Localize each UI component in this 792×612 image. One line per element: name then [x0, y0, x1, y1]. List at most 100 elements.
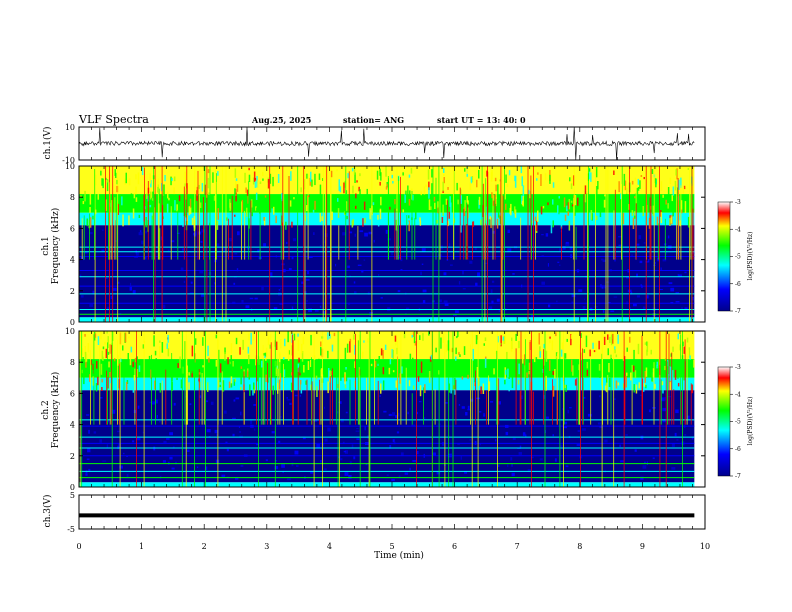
texture-speck	[432, 381, 435, 384]
texture-speck	[656, 216, 659, 226]
texture-speck	[493, 368, 495, 375]
texture-speck	[91, 369, 94, 377]
noise-blotch	[491, 300, 494, 304]
texture-speck	[150, 369, 152, 379]
texture-speck	[132, 380, 135, 393]
texture-speck	[448, 211, 450, 219]
band-bottom-cyan	[79, 482, 695, 487]
texture-speck	[289, 200, 292, 207]
texture-speck	[409, 190, 411, 198]
texture-speck	[596, 215, 598, 220]
texture-speck	[189, 198, 192, 208]
texture-speck	[423, 186, 426, 195]
noise-blotch	[490, 401, 494, 403]
texture-speck	[604, 385, 607, 391]
noise-blotch	[636, 243, 640, 246]
noise-blotch	[163, 304, 166, 309]
noise-blotch	[343, 450, 346, 453]
texture-speck	[533, 355, 536, 363]
noise-blotch	[225, 441, 228, 443]
texture-speck	[161, 342, 164, 353]
texture-speck	[607, 334, 609, 340]
noise-blotch	[602, 310, 605, 313]
texture-speck	[253, 171, 256, 182]
texture-speck	[488, 381, 491, 391]
texture-speck	[549, 174, 551, 184]
texture-speck	[392, 349, 394, 360]
texture-speck	[510, 340, 513, 352]
texture-speck	[445, 344, 448, 353]
texture-speck	[596, 186, 598, 195]
texture-speck	[558, 196, 560, 199]
noise-blotch	[662, 407, 666, 412]
noise-blotch	[560, 444, 563, 448]
start-time-label: start UT = 13: 40: 0	[437, 115, 526, 125]
texture-speck	[535, 357, 538, 369]
texture-speck	[331, 211, 333, 220]
noise-blotch	[159, 421, 161, 423]
texture-speck	[460, 195, 462, 204]
texture-speck	[674, 180, 677, 191]
texture-speck	[216, 220, 219, 230]
noise-blotch	[474, 247, 477, 251]
noise-blotch	[339, 458, 343, 461]
noise-blotch	[81, 295, 84, 298]
texture-speck	[356, 180, 358, 183]
noise-blotch	[250, 420, 253, 425]
texture-speck	[472, 221, 475, 227]
texture-speck	[132, 208, 135, 219]
texture-speck	[359, 173, 361, 177]
texture-speck	[669, 382, 671, 390]
texture-speck	[253, 382, 255, 390]
texture-speck	[491, 192, 493, 199]
texture-speck	[458, 352, 460, 355]
texture-speck	[584, 185, 587, 195]
texture-speck	[186, 215, 188, 225]
texture-speck	[490, 217, 492, 229]
texture-speck	[395, 219, 398, 231]
noise-blotch	[373, 239, 375, 243]
noise-blotch	[404, 472, 409, 475]
texture-speck	[633, 211, 636, 219]
noise-blotch	[687, 415, 690, 419]
noise-blotch	[88, 429, 90, 434]
texture-speck	[235, 178, 238, 181]
noise-blotch	[169, 432, 173, 436]
texture-speck	[613, 170, 615, 175]
texture-speck	[303, 365, 305, 373]
noise-blotch	[196, 466, 199, 468]
texture-speck	[476, 179, 478, 188]
texture-speck	[408, 174, 411, 178]
texture-speck	[109, 372, 111, 377]
noise-blotch	[279, 303, 283, 305]
noise-blotch	[357, 264, 362, 266]
noise-blotch	[639, 394, 642, 396]
noise-blotch	[548, 304, 551, 308]
texture-speck	[419, 385, 422, 397]
texture-speck	[176, 377, 178, 380]
noise-blotch	[349, 461, 352, 465]
texture-speck	[246, 207, 248, 217]
noise-blotch	[291, 462, 294, 467]
texture-speck	[226, 217, 228, 221]
texture-speck	[344, 372, 346, 385]
texture-speck	[603, 199, 606, 208]
texture-speck	[339, 186, 342, 193]
noise-blotch	[444, 303, 449, 306]
noise-blotch	[240, 411, 242, 416]
texture-speck	[589, 349, 591, 357]
texture-speck	[307, 361, 310, 370]
texture-speck	[130, 346, 133, 353]
band-cyan	[79, 377, 695, 391]
texture-speck	[395, 380, 397, 388]
texture-speck	[96, 361, 98, 369]
noise-blotch	[224, 410, 227, 414]
noise-blotch	[310, 470, 313, 474]
texture-speck	[441, 217, 444, 223]
texture-speck	[132, 361, 134, 368]
texture-speck	[146, 369, 148, 371]
texture-speck	[101, 387, 103, 391]
texture-speck	[414, 341, 417, 346]
texture-speck	[207, 345, 209, 357]
noise-blotch	[392, 412, 396, 417]
